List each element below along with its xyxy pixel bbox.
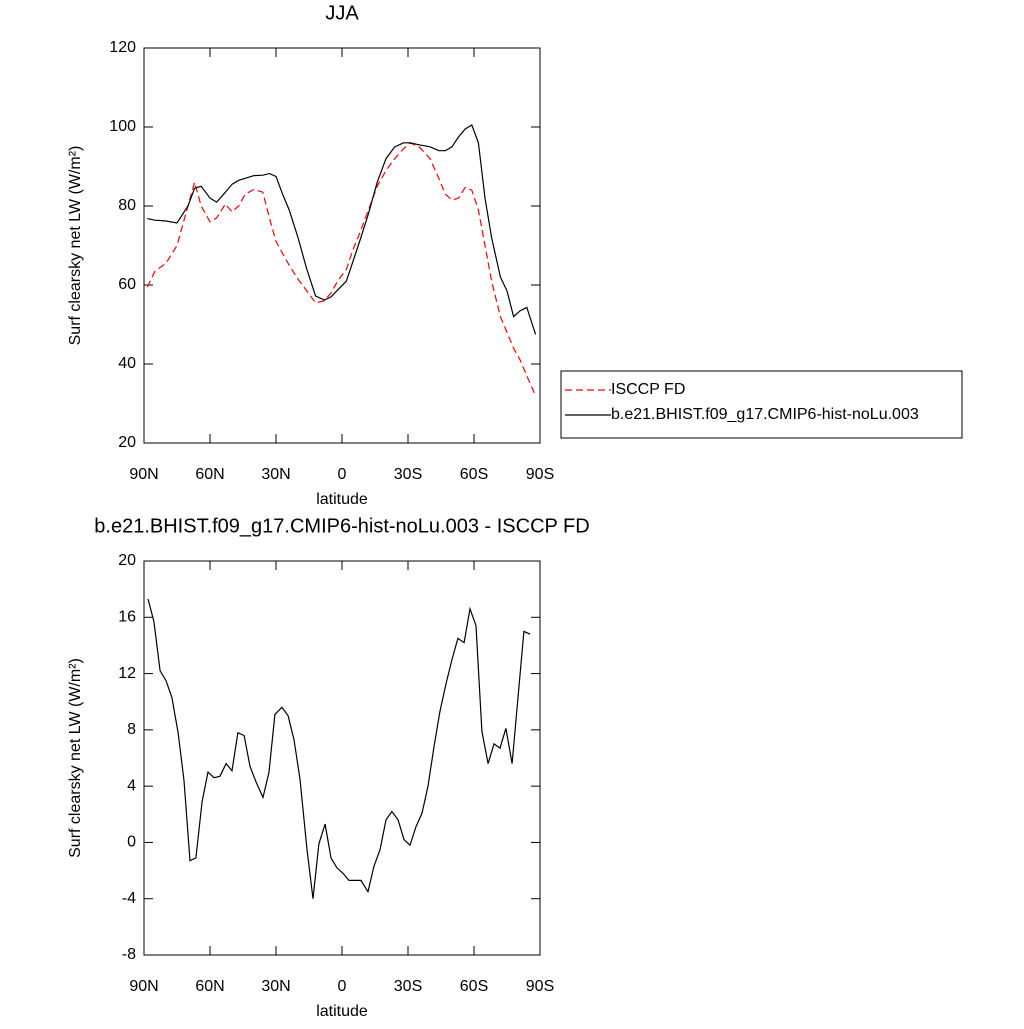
- y-tick-label: -4: [122, 890, 136, 907]
- x-axis-label: latitude: [316, 491, 368, 508]
- x-tick-label: 60S: [460, 466, 488, 483]
- x-axis-label: latitude: [316, 1003, 368, 1020]
- x-tick-label: 90N: [129, 466, 158, 483]
- y-tick-label: 16: [118, 609, 136, 626]
- y-tick-label: 0: [127, 834, 136, 851]
- y-tick-label: 4: [127, 777, 136, 794]
- x-tick-label: 0: [338, 466, 347, 483]
- plot-frame: [143, 560, 541, 956]
- x-tick-label: 90S: [526, 978, 554, 995]
- data-line: [146, 142, 537, 396]
- y-axis-label: Surf clearsky net LW (W/m²): [67, 658, 84, 858]
- x-tick-label: 30N: [261, 978, 290, 995]
- y-tick-label: 20: [118, 434, 136, 451]
- legend-label: ISCCP FD: [611, 381, 685, 398]
- legend-box: [560, 370, 963, 439]
- x-tick-label: 60N: [195, 978, 224, 995]
- x-tick-label: 90N: [129, 978, 158, 995]
- y-tick-label: 20: [118, 552, 136, 569]
- y-tick-label: 40: [118, 355, 136, 372]
- chart-title: JJA: [325, 2, 359, 24]
- x-tick-label: 60N: [195, 466, 224, 483]
- legend-label: b.e21.BHIST.f09_g17.CMIP6-hist-noLu.003: [611, 406, 919, 423]
- x-tick-label: 30S: [394, 978, 422, 995]
- y-tick-label: 60: [118, 276, 136, 293]
- y-tick-label: 100: [109, 118, 136, 135]
- data-line: [147, 124, 537, 335]
- data-line: [147, 598, 531, 899]
- chart-title: b.e21.BHIST.f09_g17.CMIP6-hist-noLu.003 …: [94, 515, 589, 537]
- x-tick-label: 0: [338, 978, 347, 995]
- x-tick-label: 30N: [261, 466, 290, 483]
- y-tick-label: 12: [118, 665, 136, 682]
- plot-frame: [143, 47, 541, 444]
- y-axis-label: Surf clearsky net LW (W/m²): [67, 146, 84, 346]
- y-tick-label: 80: [118, 197, 136, 214]
- y-tick-label: 120: [109, 39, 136, 56]
- y-tick-label: 8: [127, 721, 136, 738]
- x-tick-label: 30S: [394, 466, 422, 483]
- x-tick-label: 90S: [526, 466, 554, 483]
- x-tick-label: 60S: [460, 978, 488, 995]
- y-tick-label: -8: [122, 946, 136, 963]
